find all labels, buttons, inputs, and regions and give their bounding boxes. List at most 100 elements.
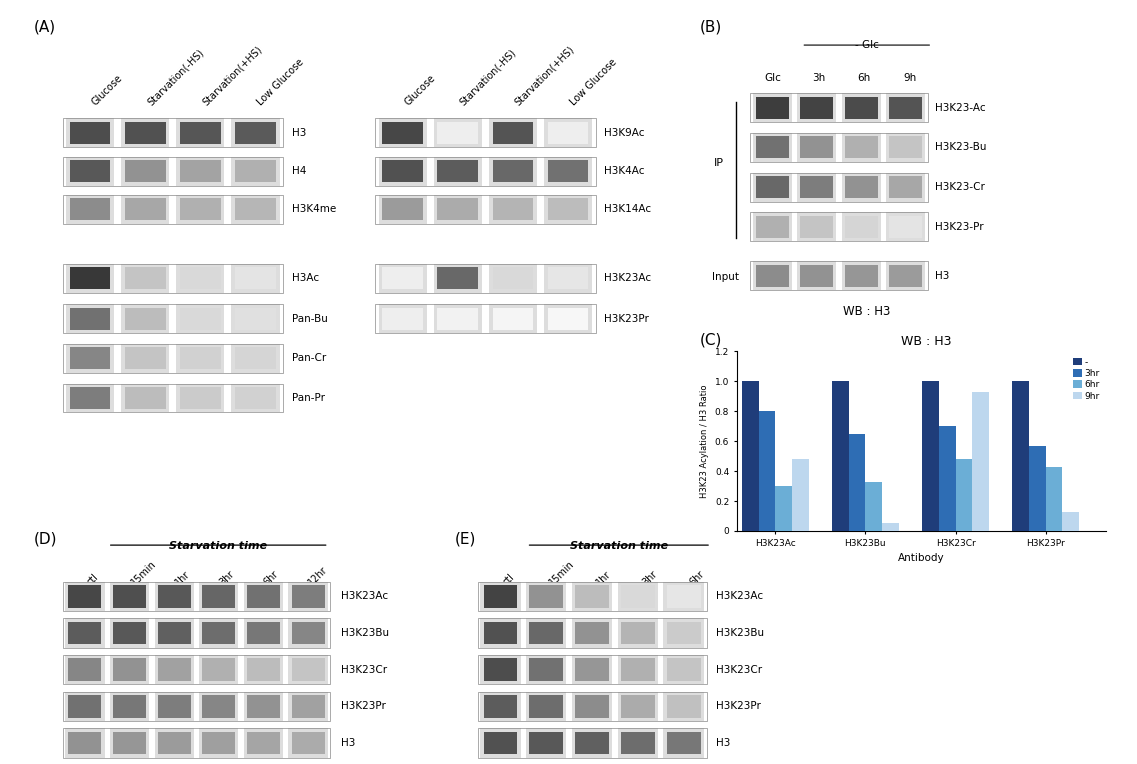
Bar: [438, 122, 479, 144]
Bar: [955, 459, 972, 531]
Text: Low Glucose: Low Glucose: [256, 57, 306, 107]
Bar: [543, 157, 592, 186]
Text: H3K23-Cr: H3K23-Cr: [935, 182, 985, 193]
Bar: [68, 585, 101, 607]
Bar: [841, 173, 881, 202]
Bar: [231, 195, 280, 224]
Bar: [176, 264, 224, 293]
Bar: [845, 97, 878, 118]
Bar: [492, 160, 533, 182]
Bar: [666, 659, 700, 681]
Bar: [575, 585, 609, 607]
Text: 6hr: 6hr: [688, 568, 706, 588]
Bar: [66, 264, 115, 293]
Bar: [231, 384, 280, 413]
Bar: [199, 655, 239, 685]
Bar: [202, 585, 235, 607]
Text: 15min: 15min: [130, 558, 158, 588]
Bar: [972, 392, 989, 531]
Bar: [63, 581, 331, 611]
Bar: [66, 157, 115, 186]
Bar: [125, 308, 166, 329]
Text: Starvation(+HS): Starvation(+HS): [200, 44, 264, 107]
Bar: [66, 195, 115, 224]
Text: H3K23Pr: H3K23Pr: [715, 701, 761, 711]
Bar: [125, 160, 166, 182]
Bar: [742, 381, 758, 531]
Text: 3hr: 3hr: [218, 568, 236, 588]
Text: Glc: Glc: [765, 73, 781, 83]
Bar: [433, 195, 482, 224]
Bar: [886, 93, 924, 122]
Text: 6hr: 6hr: [263, 568, 281, 588]
Bar: [110, 728, 149, 758]
Bar: [575, 659, 609, 681]
Bar: [797, 261, 837, 290]
Bar: [66, 344, 115, 373]
Bar: [65, 728, 105, 758]
Bar: [121, 118, 169, 147]
Text: Input: Input: [712, 272, 739, 282]
Bar: [155, 618, 193, 648]
Bar: [289, 728, 327, 758]
Bar: [483, 732, 517, 754]
Bar: [199, 691, 239, 721]
Bar: [889, 176, 922, 198]
Bar: [617, 728, 658, 758]
Bar: [543, 304, 592, 333]
Bar: [480, 691, 521, 721]
Text: H3K23-Pr: H3K23-Pr: [935, 222, 984, 232]
Text: (D): (D): [34, 531, 58, 546]
Bar: [68, 622, 101, 644]
Bar: [125, 267, 166, 289]
Bar: [243, 581, 283, 611]
Bar: [289, 618, 327, 648]
Bar: [63, 195, 283, 224]
Bar: [235, 387, 275, 409]
Bar: [202, 622, 235, 644]
Bar: [664, 691, 704, 721]
Bar: [797, 212, 837, 241]
Text: Pan-Cr: Pan-Cr: [291, 353, 326, 364]
Bar: [433, 118, 482, 147]
Bar: [841, 212, 881, 241]
Bar: [489, 195, 537, 224]
Bar: [68, 659, 101, 681]
Bar: [176, 344, 224, 373]
Bar: [548, 160, 588, 182]
Bar: [199, 618, 239, 648]
Bar: [621, 732, 655, 754]
Bar: [792, 459, 808, 531]
Bar: [526, 581, 566, 611]
Bar: [375, 157, 596, 186]
Bar: [69, 122, 110, 144]
Text: H3K23Bu: H3K23Bu: [341, 628, 389, 638]
Bar: [480, 618, 521, 648]
Text: H3K4me: H3K4me: [291, 204, 335, 215]
Text: Low Glucose: Low Glucose: [568, 57, 619, 107]
Bar: [63, 304, 283, 333]
Bar: [886, 212, 924, 241]
Text: H3: H3: [715, 738, 730, 748]
Bar: [379, 157, 428, 186]
Bar: [63, 618, 331, 648]
Text: Starvation(-HS): Starvation(-HS): [146, 47, 206, 107]
Text: IP: IP: [714, 158, 724, 168]
Bar: [155, 581, 193, 611]
Bar: [289, 691, 327, 721]
Text: (E): (E): [455, 531, 476, 546]
Bar: [572, 581, 612, 611]
Bar: [231, 157, 280, 186]
Bar: [63, 691, 331, 721]
Bar: [800, 137, 833, 158]
Bar: [841, 93, 881, 122]
Bar: [889, 265, 922, 286]
Bar: [158, 732, 191, 754]
Bar: [113, 732, 146, 754]
Bar: [530, 659, 563, 681]
Bar: [231, 304, 280, 333]
Bar: [65, 655, 105, 685]
Bar: [548, 199, 588, 220]
Bar: [480, 581, 521, 611]
Bar: [125, 348, 166, 369]
